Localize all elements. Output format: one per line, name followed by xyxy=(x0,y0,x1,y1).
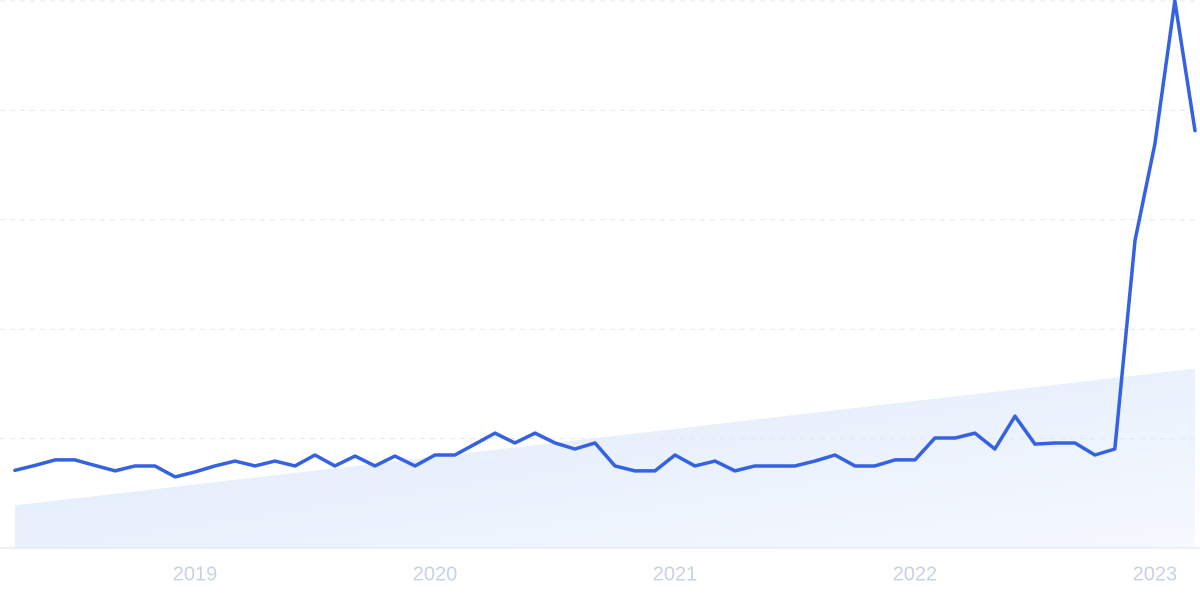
x-tick-label: 2021 xyxy=(653,563,698,585)
trend-line xyxy=(13,0,1197,479)
x-tick-label: 2019 xyxy=(173,563,218,585)
x-tick-label: 2020 xyxy=(413,563,458,585)
x-tick-label: 2023 xyxy=(1133,563,1178,585)
trend-area xyxy=(15,368,1195,548)
x-tick-label: 2022 xyxy=(893,563,938,585)
